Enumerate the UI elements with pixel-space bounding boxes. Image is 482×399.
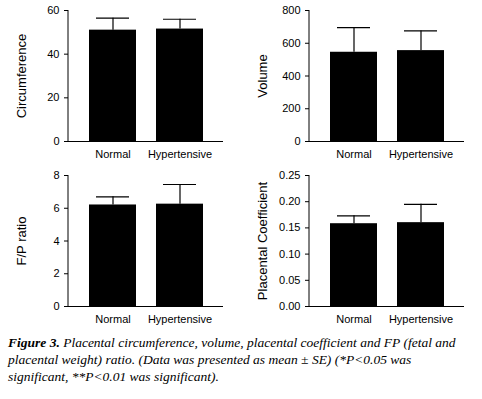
svg-text:600: 600	[282, 37, 300, 49]
svg-text:0.25: 0.25	[279, 169, 300, 181]
svg-text:Normal: Normal	[95, 148, 130, 160]
svg-text:Placental Coefficient: Placental Coefficient	[255, 181, 270, 300]
svg-text:0.20: 0.20	[279, 195, 300, 207]
svg-text:8: 8	[53, 169, 59, 181]
svg-text:Hypertensive: Hypertensive	[148, 148, 212, 160]
svg-text:4: 4	[53, 235, 59, 247]
svg-text:F/P ratio: F/P ratio	[14, 217, 29, 266]
svg-text:20: 20	[47, 91, 59, 103]
svg-text:Hypertensive: Hypertensive	[148, 313, 212, 325]
svg-text:0.15: 0.15	[279, 221, 300, 233]
svg-text:400: 400	[282, 70, 300, 82]
svg-text:Circumference: Circumference	[14, 34, 29, 119]
svg-text:Normal: Normal	[95, 313, 130, 325]
svg-text:Hypertensive: Hypertensive	[389, 148, 453, 160]
svg-text:6: 6	[53, 202, 59, 214]
svg-text:200: 200	[282, 102, 300, 114]
svg-text:40: 40	[47, 48, 59, 60]
svg-text:2: 2	[53, 267, 59, 279]
svg-text:0: 0	[53, 300, 59, 312]
svg-text:0.10: 0.10	[279, 248, 300, 260]
svg-text:800: 800	[282, 4, 300, 16]
svg-text:Normal: Normal	[336, 148, 371, 160]
svg-text:60: 60	[47, 4, 59, 16]
svg-text:Normal: Normal	[336, 313, 371, 325]
svg-text:0.00: 0.00	[279, 300, 300, 312]
svg-text:Volume: Volume	[255, 54, 270, 97]
html-text:Figure 3. Placental circumfere: Figure 3. Placental circumference, volum…	[8, 335, 456, 384]
svg-text:0.05: 0.05	[279, 274, 300, 286]
svg-text:0: 0	[53, 135, 59, 147]
svg-text:0: 0	[294, 135, 300, 147]
svg-text:Hypertensive: Hypertensive	[389, 313, 453, 325]
